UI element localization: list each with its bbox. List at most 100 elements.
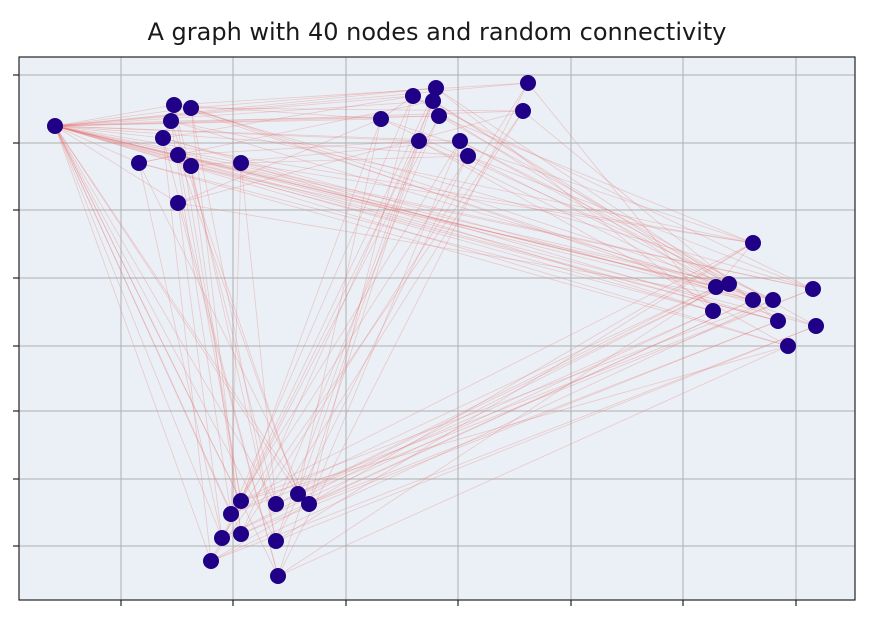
graph-edge: [297, 140, 420, 495]
graph-node-right-21: [745, 235, 761, 251]
graph-node-top-middle-17: [452, 133, 468, 149]
graph-edge: [54, 125, 277, 542]
graph-node-top-left-8: [183, 158, 199, 174]
axis-ticks: [13, 74, 797, 606]
graph-edge: [173, 104, 382, 120]
graph-edge: [438, 115, 817, 327]
graph-edge: [190, 165, 277, 542]
graph-edge: [221, 87, 437, 539]
graph-edge: [54, 125, 277, 505]
graph-edge: [190, 165, 242, 535]
graph-edge: [54, 125, 164, 139]
graph-edge: [467, 155, 814, 290]
graph-node-top-left-5: [155, 130, 171, 146]
graph-edge: [54, 87, 437, 127]
graph-edge: [54, 125, 420, 142]
graph-edge: [177, 154, 814, 290]
graph-node-top-middle-16: [411, 133, 427, 149]
graph-edge: [54, 125, 179, 204]
graph-edge: [170, 120, 774, 301]
graph-edge: [54, 125, 461, 142]
graph-edge: [240, 162, 754, 244]
graph-node-bottom-left-36: [268, 496, 284, 512]
graph-node-right-24: [745, 292, 761, 308]
graph-node-top-left-6: [131, 155, 147, 171]
graph-node-right-26: [805, 281, 821, 297]
graph-edge: [170, 115, 440, 122]
graph-edge: [170, 120, 299, 495]
graph-edge: [459, 140, 730, 285]
graph-node-top-middle-11: [373, 111, 389, 127]
graph-edge: [240, 299, 754, 535]
graph-edge: [138, 162, 714, 312]
graph-node-bottom-left-37: [290, 486, 306, 502]
graph-edge: [240, 82, 529, 535]
graph-edge: [138, 162, 789, 347]
graph-node-top-left-9: [233, 155, 249, 171]
graph-edge: [412, 95, 717, 288]
graph-edge: [210, 115, 440, 562]
graph-edge: [54, 125, 179, 156]
graph-edge: [190, 87, 437, 109]
graph-edge: [170, 120, 754, 244]
graph-edge: [138, 162, 310, 505]
graph-edge: [54, 125, 242, 502]
graph-edge: [277, 286, 717, 577]
graph-edge: [221, 155, 469, 539]
graph-edge: [177, 202, 754, 301]
graph-node-top-left-7: [170, 147, 186, 163]
graph-edge: [162, 137, 754, 301]
graph-edge: [308, 140, 461, 505]
graph-edge: [230, 286, 717, 515]
graph-edge: [162, 137, 212, 562]
graph-edge: [54, 125, 242, 164]
graph-edge: [240, 162, 714, 312]
graph-node-bottom-left-38: [301, 496, 317, 512]
graph-edge: [190, 107, 524, 112]
graph-node-right-29: [808, 318, 824, 334]
graph-edge: [190, 107, 730, 285]
graph-node-bottom-left-40: [270, 568, 286, 584]
graph-node-bottom-left-39: [268, 533, 284, 549]
graph-edge: [240, 345, 789, 502]
graph-edge: [297, 310, 714, 495]
graph-edge: [54, 125, 232, 515]
graph-edge: [170, 120, 232, 515]
graph-edge: [54, 125, 730, 285]
graph-edge: [54, 125, 469, 157]
graph-edge: [177, 110, 524, 204]
graph-edge: [177, 118, 382, 204]
graph-edge: [162, 95, 414, 139]
graph-edge: [210, 325, 817, 562]
graph-edge: [190, 107, 242, 535]
graph-edge: [380, 118, 754, 244]
graph-edge: [435, 87, 730, 285]
graph-edge: [230, 140, 461, 515]
graph-edge: [54, 120, 172, 127]
graph-edge: [275, 325, 817, 542]
graph-edge: [54, 125, 754, 244]
graph-edge: [210, 299, 774, 562]
graph-edge: [162, 137, 779, 322]
graph-node-top-left-2: [166, 97, 182, 113]
graph-edge: [230, 288, 814, 515]
graph-edge: [221, 283, 730, 539]
graph-node-right-27: [705, 303, 721, 319]
graph-edge: [240, 299, 774, 502]
graph-edge: [275, 242, 754, 542]
graph-edge: [177, 140, 420, 156]
graph-edge: [138, 162, 223, 539]
graph-edge: [54, 125, 212, 562]
graph-edge: [54, 118, 382, 127]
graph-edge: [177, 202, 223, 539]
node-layer: [47, 75, 824, 584]
graph-node-top-left-4: [163, 113, 179, 129]
graph-edge: [275, 286, 717, 505]
graph-edge: [412, 95, 814, 290]
graph-edge: [173, 82, 529, 106]
graph-node-right-25: [765, 292, 781, 308]
graph-edge: [54, 125, 192, 167]
graph-edge: [277, 82, 529, 577]
graph-edge: [230, 162, 242, 515]
graph-node-top-middle-12: [405, 88, 421, 104]
